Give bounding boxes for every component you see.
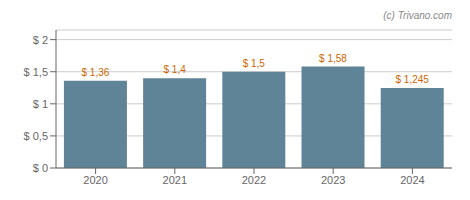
- svg-text:2022: 2022: [242, 174, 266, 186]
- svg-text:$ 2: $ 2: [33, 34, 48, 46]
- svg-text:$ 1,5: $ 1,5: [243, 58, 266, 69]
- svg-text:$ 0: $ 0: [33, 162, 48, 174]
- svg-text:$ 0,5: $ 0,5: [24, 130, 48, 142]
- svg-text:$ 1,245: $ 1,245: [396, 74, 430, 85]
- svg-text:$ 1,36: $ 1,36: [82, 67, 110, 78]
- svg-text:2020: 2020: [83, 174, 107, 186]
- svg-text:$ 1,58: $ 1,58: [319, 53, 347, 64]
- svg-text:2023: 2023: [321, 174, 345, 186]
- svg-text:$ 1: $ 1: [33, 98, 48, 110]
- svg-text:2021: 2021: [163, 174, 187, 186]
- svg-text:$ 1,4: $ 1,4: [163, 64, 186, 75]
- svg-text:2024: 2024: [400, 174, 424, 186]
- svg-text:$ 1,5: $ 1,5: [24, 66, 48, 78]
- html-text:(c) Trivano.com: (c) Trivano.com: [383, 10, 452, 21]
